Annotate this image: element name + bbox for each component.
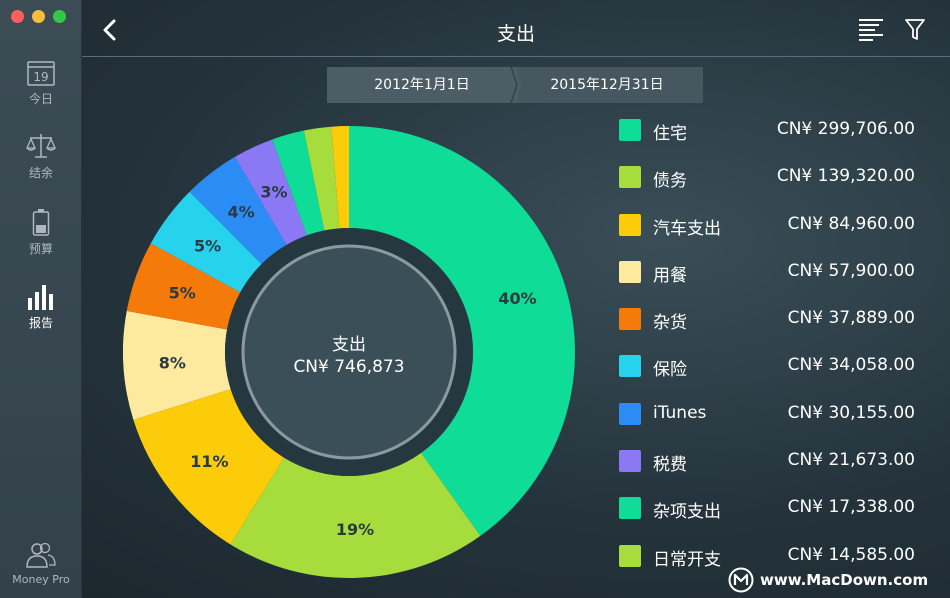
close-window-button[interactable] [11,10,24,23]
calendar-icon: 19 [27,61,55,86]
chevron-right-icon [507,67,521,103]
filter-icon[interactable] [904,18,926,42]
legend-amount: CN¥ 17,338.00 [787,497,915,518]
legend-amount: CN¥ 30,155.00 [787,402,915,423]
legend-category-name: iTunes [653,402,707,423]
legend-swatch [619,213,641,236]
minimize-window-button[interactable] [32,10,45,23]
pie-slice[interactable] [349,126,575,536]
slice-percent-label: 5% [169,284,196,303]
date-range-selector: 2012年1月1日 2015年12月31日 [327,67,703,103]
chevron-left-icon[interactable] [100,18,120,42]
sidebar-item-label: 今日 [28,92,53,106]
sidebar-item-label: 报告 [28,316,53,330]
sidebar-item-balance[interactable]: 结余 [0,132,82,181]
pie-slice[interactable] [230,452,481,578]
expense-donut-chart[interactable]: 40% 19% 11% 8% 5% 5% 4% 3% [123,126,575,578]
calendar-day: 19 [33,70,48,84]
legend-swatch [619,119,641,141]
sidebar: 19 今日 结余 预算 [0,0,82,598]
center-total: CN¥ 746,873 [293,357,405,377]
legend-category-name: 杂项支出 [653,502,721,523]
legend-row[interactable]: 税费 CN¥ 21,673.00 [619,446,919,493]
legend-amount: CN¥ 34,058.00 [787,355,915,376]
sidebar-item-today[interactable]: 19 今日 [0,60,82,107]
center-title: 支出 [332,335,366,355]
legend-amount: CN¥ 84,960.00 [787,213,915,234]
legend-swatch [619,260,641,283]
legend-category-name: 债务 [653,171,687,192]
legend-swatch [619,497,641,520]
legend-category-name: 汽车支出 [653,218,721,239]
bar-chart-icon [28,285,53,310]
pie-slice[interactable] [150,191,262,293]
slice-percent-label: 19% [336,520,374,539]
legend-amount: CN¥ 57,900.00 [787,260,915,281]
legend-swatch [619,402,641,425]
macdown-logo-icon [728,567,754,593]
slice-percent-label: 40% [498,289,536,308]
pie-slice[interactable] [133,389,284,545]
legend-row[interactable]: 杂项支出 CN¥ 17,338.00 [619,493,919,540]
legend-row[interactable]: 债务 CN¥ 139,320.00 [619,162,919,209]
scale-icon [26,134,56,158]
users-icon [26,542,56,568]
slice-percent-label: 8% [159,354,186,373]
legend-row[interactable]: 汽车支出 CN¥ 84,960.00 [619,210,919,257]
legend-swatch [619,166,641,189]
pie-slice[interactable] [272,130,325,236]
legend-amount: CN¥ 299,706.00 [776,119,915,139]
pie-slice[interactable] [303,126,340,231]
legend-row[interactable]: iTunes CN¥ 30,155.00 [619,399,919,446]
legend-category-name: 住宅 [653,124,687,144]
chart-center-summary: 支出 CN¥ 746,873 [226,330,472,377]
watermark-text: www.MacDown.com [760,571,929,589]
sidebar-item-reports[interactable]: 报告 [0,282,82,331]
pie-slice[interactable] [126,243,241,330]
legend-amount: CN¥ 139,320.00 [776,166,915,187]
legend-category-name: 日常开支 [653,549,721,570]
legend-swatch [619,450,641,473]
watermark: www.MacDown.com [728,566,928,594]
sidebar-item-label: 结余 [28,166,53,180]
legend-amount: CN¥ 21,673.00 [787,450,915,471]
legend-amount: CN¥ 37,889.00 [787,308,915,329]
end-date-button[interactable]: 2015年12月31日 [511,67,703,103]
zoom-window-button[interactable] [53,10,66,23]
legend-category-name: 税费 [653,455,687,476]
header: 支出 [82,0,950,57]
legend-row[interactable]: 用餐 CN¥ 57,900.00 [619,257,919,304]
list-sort-icon[interactable] [858,18,884,42]
pie-slice[interactable] [331,126,349,229]
legend-row[interactable]: 日常开支 CN¥ 14,585.00 [619,541,919,588]
slice-percent-label: 3% [260,183,287,202]
slice-percent-label: 4% [227,203,254,222]
page-title: 支出 [496,23,535,45]
legend-swatch [619,308,641,331]
traffic-lights [11,10,66,23]
pie-slice[interactable] [234,139,307,245]
legend-category-name: 保险 [653,360,687,381]
slice-percent-label: 11% [190,452,228,471]
legend-row[interactable]: 杂货 CN¥ 37,889.00 [619,304,919,351]
legend-category-name: 杂货 [653,313,687,334]
pie-slice[interactable] [189,156,287,265]
account-switcher[interactable]: Money Pro [0,541,82,586]
legend-row[interactable]: 保险 CN¥ 34,058.00 [619,351,919,398]
battery-icon [32,209,50,236]
pie-slice[interactable] [123,310,231,420]
sidebar-item-budget[interactable]: 预算 [0,208,82,257]
start-date-button[interactable]: 2012年1月1日 [327,67,517,103]
legend-amount: CN¥ 14,585.00 [787,544,915,565]
center-hub[interactable] [241,244,457,460]
legend-row[interactable]: 住宅 CN¥ 299,706.00 [619,115,919,162]
app-name: Money Pro [12,573,70,586]
legend-swatch [619,355,641,378]
legend-swatch [619,544,641,567]
legend-category-name: 用餐 [653,265,687,286]
slice-percent-label: 5% [194,237,221,256]
sidebar-item-label: 预算 [28,242,53,256]
category-legend: 住宅 CN¥ 299,706.00 债务 CN¥ 139,320.00 汽车支出 CN¥ … [619,115,919,588]
